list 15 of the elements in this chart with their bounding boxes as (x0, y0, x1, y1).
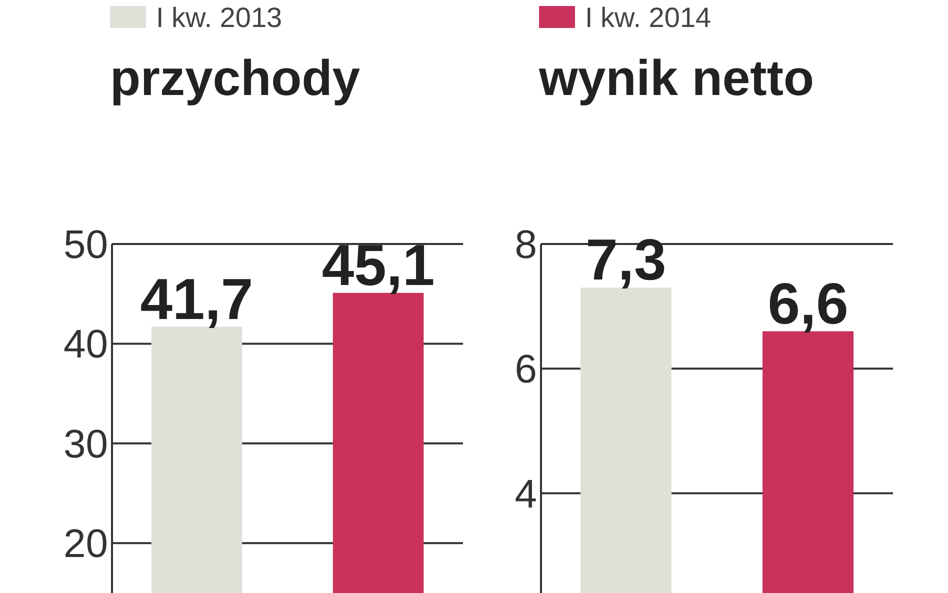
legend-label: I kw. 2014 (585, 2, 712, 33)
data-label: 6,6 (768, 271, 848, 336)
chart-title: wynik netto (538, 50, 814, 106)
data-label: 45,1 (322, 232, 435, 298)
y-tick-label: 20 (64, 522, 108, 566)
y-tick-label: 4 (514, 472, 537, 516)
y-tick-label: 6 (514, 348, 537, 392)
y-tick-label: 40 (64, 322, 108, 367)
data-label: 7,3 (586, 228, 666, 293)
chart-title: przychody (110, 50, 360, 106)
legend-label: I kw. 2013 (156, 2, 282, 33)
data-label: 41,7 (140, 266, 254, 332)
y-tick-label: 8 (514, 223, 537, 267)
y-tick-label: 30 (64, 422, 108, 466)
y-tick-label: 50 (64, 223, 108, 267)
